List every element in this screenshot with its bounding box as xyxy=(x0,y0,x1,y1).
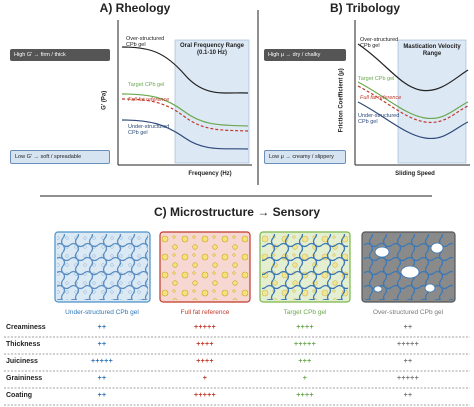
column-label: Over-structured CPb gel xyxy=(372,309,444,316)
rating: ++++ xyxy=(196,358,214,365)
rating: ++ xyxy=(403,324,413,331)
x-axis-label: Frequency (Hz) xyxy=(188,171,232,177)
attribute-label: Juiciness xyxy=(6,358,38,365)
y-axis-label: G' (Pa) xyxy=(101,90,108,110)
table-lines xyxy=(4,336,470,406)
column-label: Target CPb gel xyxy=(283,309,327,316)
y-axis-label: Friction Coefficient (μ) xyxy=(338,68,345,133)
rating: +++ xyxy=(298,358,312,365)
curve-label: Under-structured CPb gel xyxy=(128,124,170,137)
rating: +++++ xyxy=(397,375,419,382)
micro-under xyxy=(54,231,151,303)
rating: ++ xyxy=(97,341,107,348)
curve-target xyxy=(357,81,469,120)
rating: +++++ xyxy=(194,324,216,331)
panel-title: A) Rheology xyxy=(99,1,171,15)
curve-label: Over-structured CPb gel xyxy=(126,36,165,49)
rating: ++ xyxy=(403,358,413,365)
rating: + xyxy=(302,375,308,382)
attribute-label: Thickness xyxy=(6,341,41,348)
micro-full-fat xyxy=(159,231,251,303)
low-note: Low μ → creamy / slippery xyxy=(264,150,346,165)
attribute-label: Creaminess xyxy=(6,324,46,331)
curve-label: Target CPb gel xyxy=(128,82,165,88)
curve-full-fat xyxy=(121,98,249,132)
mastication-band xyxy=(397,39,467,164)
rating: ++ xyxy=(97,375,107,382)
micro-target xyxy=(259,231,351,303)
high-note: High G' → firm / thick xyxy=(10,49,110,62)
curve-full-fat xyxy=(357,85,469,124)
rating: ++ xyxy=(97,392,107,399)
low-note: Low G' → soft / spreadable xyxy=(10,150,110,165)
curve-label: Full fat reference xyxy=(360,95,402,101)
curve-label: Full fat reference xyxy=(128,97,170,103)
curve-under xyxy=(357,101,469,140)
rating: + xyxy=(202,375,208,382)
rating: ++++ xyxy=(296,324,314,331)
curve-under xyxy=(121,119,249,150)
rating: +++++ xyxy=(91,358,113,365)
range-label: Oral Frequency Range (0.1-10 Hz) xyxy=(179,43,245,56)
column-label: Under-structured CPb gel xyxy=(65,309,139,316)
curve-over xyxy=(121,46,249,94)
curve-label: Under-structured CPb gel xyxy=(358,113,400,126)
curve-label: Over-structured CPb gel xyxy=(360,37,399,50)
curve-over xyxy=(357,43,469,92)
rating: +++++ xyxy=(194,392,216,399)
attribute-label: Graininess xyxy=(6,375,43,382)
panel-title: C) Microstructure → Sensory xyxy=(153,205,321,219)
oral-range-band xyxy=(174,39,250,164)
rating: ++++ xyxy=(196,341,214,348)
rating: +++++ xyxy=(294,341,316,348)
x-axis-label: Sliding Speed xyxy=(395,171,435,177)
rating: ++ xyxy=(403,392,413,399)
curve-label: Target CPb gel xyxy=(358,76,395,82)
rating: ++++ xyxy=(296,392,314,399)
range-label: Mastication Velocity Range xyxy=(403,44,461,57)
column-label: Full fat reference xyxy=(180,309,230,316)
attribute-label: Coating xyxy=(6,392,33,399)
high-note: High μ → dry / chalky xyxy=(264,49,346,62)
rating: +++++ xyxy=(397,341,419,348)
rating: ++ xyxy=(97,324,107,331)
panel-title: B) Tribology xyxy=(330,1,400,15)
curve-target xyxy=(121,93,249,127)
micro-over xyxy=(361,231,456,303)
